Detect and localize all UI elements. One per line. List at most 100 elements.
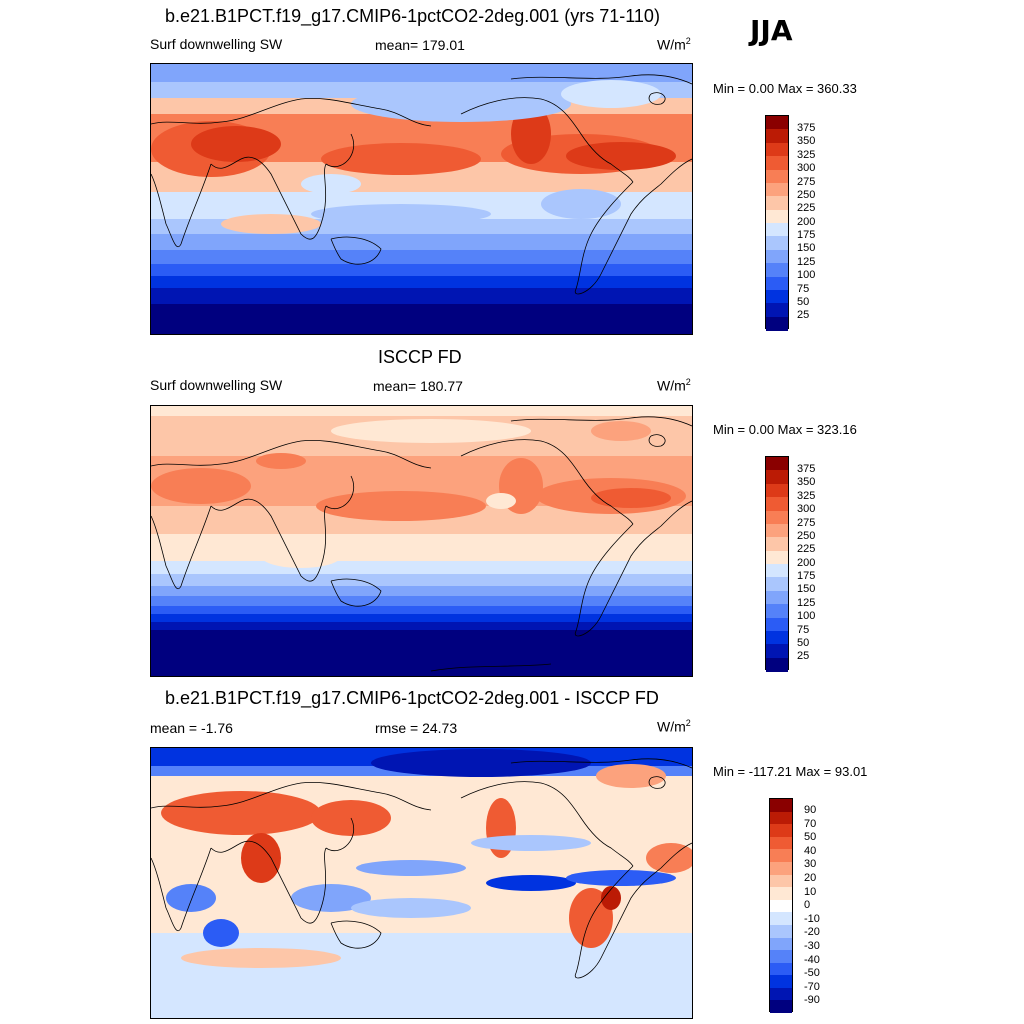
panel3-colorbar: [769, 798, 793, 1014]
colorbar-swatch: [770, 1000, 792, 1014]
colorbar-swatch: [770, 924, 792, 939]
colorbar-swatch: [766, 236, 788, 251]
colorbar-swatch: [766, 276, 788, 291]
colorbar-swatch: [766, 550, 788, 565]
colorbar-swatch: [770, 912, 792, 927]
colorbar-swatch: [770, 811, 792, 826]
colorbar-tick: 40: [804, 844, 817, 857]
panel1-mean-label: mean= 179.01: [375, 37, 465, 53]
colorbar-tick: 225: [797, 202, 816, 215]
colorbar-swatch: [766, 169, 788, 184]
colorbar-tick: -40: [804, 953, 820, 966]
colorbar-swatch: [766, 142, 788, 157]
colorbar-tick: 375: [797, 463, 816, 475]
colorbar-tick: 100: [797, 610, 816, 623]
colorbar-tick: 125: [797, 255, 816, 268]
colorbar-swatch: [766, 289, 788, 304]
colorbar-swatch: [770, 950, 792, 965]
colorbar-tick: -30: [804, 940, 820, 952]
colorbar-tick: 325: [797, 148, 816, 161]
colorbar-swatch: [766, 497, 788, 512]
colorbar-tick: 250: [797, 529, 816, 542]
colorbar-swatch: [770, 836, 792, 851]
colorbar-swatch: [770, 962, 792, 977]
panel2-map: [150, 405, 693, 677]
colorbar-tick: 200: [797, 556, 816, 569]
panel3-minmax: Min = -117.21 Max = 93.01: [713, 764, 868, 779]
panel1-map: [150, 63, 693, 335]
colorbar-tick: 350: [797, 135, 816, 148]
colorbar-swatch: [766, 590, 788, 605]
panel1-colorbar: [765, 115, 789, 331]
colorbar-swatch: [766, 156, 788, 171]
colorbar-tick: 275: [797, 516, 816, 529]
colorbar-tick: 75: [797, 282, 810, 295]
colorbar-tick: 300: [797, 162, 816, 175]
season-label: JJA: [750, 14, 793, 47]
colorbar-swatch: [766, 523, 788, 538]
panel1-map-field: [151, 64, 692, 334]
colorbar-swatch: [766, 537, 788, 552]
colorbar-tick: 50: [804, 831, 817, 844]
panel2-variable-label: Surf downwelling SW: [150, 377, 283, 393]
panel3-rmse-label: rmse = 24.73: [375, 720, 458, 736]
colorbar-tick: 300: [797, 503, 816, 516]
colorbar-swatch: [766, 223, 788, 237]
colorbar-tick: 50: [797, 295, 810, 308]
colorbar-tick: -70: [804, 980, 820, 993]
panel1-title: b.e21.B1PCT.f19_g17.CMIP6-1pctCO2-2deg.0…: [165, 6, 660, 26]
colorbar-tick: 225: [797, 543, 816, 556]
colorbar-swatch: [766, 129, 788, 144]
colorbar-swatch: [766, 577, 788, 592]
colorbar-swatch: [766, 263, 788, 278]
panel1-units: W/m2: [657, 36, 691, 53]
colorbar-swatch: [770, 799, 792, 813]
panel2-title: ISCCP FD: [378, 347, 462, 367]
colorbar-tick: 250: [797, 188, 816, 201]
colorbar-tick: 50: [797, 636, 810, 649]
colorbar-tick: 325: [797, 489, 816, 502]
colorbar-swatch: [770, 874, 792, 889]
colorbar-tick: 275: [797, 175, 816, 188]
colorbar-swatch: [766, 483, 788, 498]
panel2-minmax: Min = 0.00 Max = 323.16: [713, 422, 857, 437]
colorbar-swatch: [766, 604, 788, 619]
colorbar-tick: 150: [797, 242, 816, 255]
colorbar-swatch: [766, 316, 788, 331]
colorbar-swatch: [766, 510, 788, 525]
colorbar-swatch: [766, 564, 788, 578]
panel2-colorbar: [765, 456, 789, 672]
panel3-map: [150, 747, 693, 1019]
colorbar-swatch: [766, 630, 788, 645]
panel2-map-field: [151, 406, 692, 676]
colorbar-swatch: [766, 209, 788, 224]
colorbar-swatch: [766, 303, 788, 318]
panel1-minmax: Min = 0.00 Max = 360.33: [713, 81, 857, 96]
panel3-map-field: [151, 748, 692, 1018]
colorbar-tick: 10: [804, 885, 817, 898]
colorbar-tick: 175: [797, 570, 816, 582]
colorbar-tick: 375: [797, 122, 816, 134]
colorbar-tick: 75: [797, 623, 810, 636]
colorbar-swatch: [766, 470, 788, 485]
colorbar-swatch: [766, 249, 788, 264]
colorbar-swatch: [766, 196, 788, 211]
colorbar-swatch: [770, 937, 792, 952]
colorbar-tick: 350: [797, 476, 816, 489]
colorbar-tick: 25: [797, 309, 810, 322]
colorbar-swatch: [770, 861, 792, 876]
panel3-units: W/m2: [657, 718, 691, 735]
colorbar-tick: -50: [804, 967, 820, 980]
colorbar-tick: 30: [804, 858, 817, 871]
colorbar-tick: -20: [804, 926, 820, 939]
colorbar-tick: 150: [797, 583, 816, 596]
colorbar-swatch: [766, 182, 788, 197]
panel2-units: W/m2: [657, 377, 691, 394]
colorbar-tick: 90: [804, 804, 817, 816]
colorbar-swatch: [770, 887, 792, 902]
panel1-variable-label: Surf downwelling SW: [150, 36, 283, 52]
colorbar-swatch: [770, 899, 792, 914]
colorbar-tick: 100: [797, 269, 816, 282]
colorbar-swatch: [766, 657, 788, 672]
panel3-title: b.e21.B1PCT.f19_g17.CMIP6-1pctCO2-2deg.0…: [165, 688, 659, 708]
